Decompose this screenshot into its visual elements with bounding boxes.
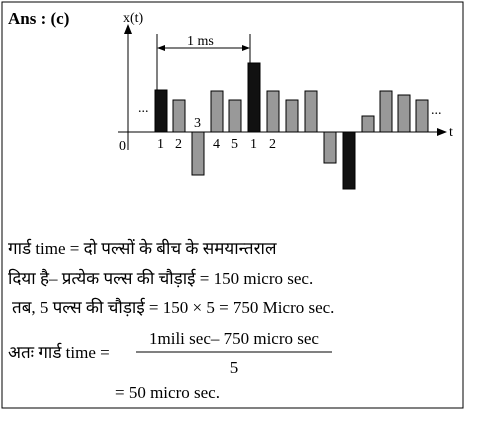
text-line: तब, 5 पल्स की चौड़ाई = 150 × 5 = 750 Mic… <box>12 297 334 317</box>
pulse-label: 3 <box>194 116 201 131</box>
formula-lhs: अतः गार्ड time = <box>8 342 110 362</box>
origin: 0 <box>119 139 126 154</box>
arrow <box>157 45 165 51</box>
pulse <box>210 90 224 133</box>
pulse-label: 4 <box>213 137 220 152</box>
arrow <box>242 45 250 51</box>
result: = 50 micro sec. <box>115 383 220 402</box>
numerator: 1mili sec– 750 micro sec <box>149 329 319 348</box>
pulse-label: 1 <box>157 137 164 152</box>
pulse <box>323 131 337 164</box>
period-label: 1 ms <box>187 34 214 49</box>
pulse <box>285 99 299 133</box>
pulse <box>266 90 280 133</box>
pulse <box>379 90 393 133</box>
pulse <box>191 131 205 176</box>
pulse-label: 1 <box>250 137 257 152</box>
pulse <box>397 94 411 133</box>
pulse-label: 2 <box>175 137 182 152</box>
pulse-label: 5 <box>231 137 238 152</box>
answer: Ans : (c) <box>8 9 69 28</box>
pulse <box>361 115 375 133</box>
ellipsis: ... <box>138 101 149 116</box>
pulse-label: 2 <box>269 137 276 152</box>
frame <box>1 1 464 409</box>
pulse <box>342 131 356 190</box>
text-line: दिया है– प्रत्येक पल्स की चौड़ाई = 150 m… <box>8 268 313 288</box>
ellipsis: ... <box>431 103 442 118</box>
pulse-diagram: x(t) t 0 1 ms ... ... 1 2 3 4 5 1 2 <box>118 11 453 190</box>
pulse <box>228 99 242 133</box>
pulse <box>154 89 168 133</box>
pulse <box>415 99 429 133</box>
denominator: 5 <box>230 358 239 377</box>
pulse <box>304 90 318 133</box>
y-label: x(t) <box>123 11 144 26</box>
x-label: t <box>449 125 453 140</box>
pulse <box>247 62 261 133</box>
arrow <box>124 24 132 34</box>
pulse <box>172 99 186 133</box>
text-line: गार्ड time = दो पल्सों के बीच के समयान्त… <box>8 238 277 258</box>
arrow <box>437 128 447 136</box>
